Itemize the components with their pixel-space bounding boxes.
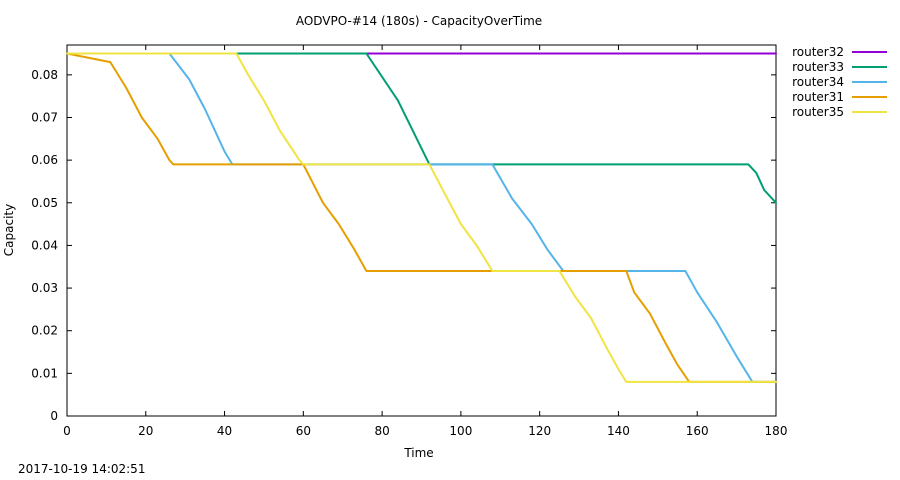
y-tick-label: 0.08 [31, 68, 58, 82]
plot-frame [66, 44, 777, 417]
series-line-router35 [66, 52, 777, 383]
x-tick-label: 40 [217, 424, 232, 438]
y-tick-label: 0.03 [31, 281, 58, 295]
x-tick-label: 100 [449, 424, 472, 438]
y-tick-label: 0.07 [31, 110, 58, 124]
y-tick-label: 0.02 [31, 324, 58, 338]
legend-label-router34: router34 [792, 75, 844, 89]
x-tick-label: 160 [686, 424, 709, 438]
x-tick-label: 20 [138, 424, 153, 438]
x-axis-label: Time [403, 446, 433, 460]
y-tick-label: 0.01 [31, 366, 58, 380]
x-tick-label: 80 [374, 424, 389, 438]
y-tick-label: 0.06 [31, 153, 58, 167]
series-lines [66, 52, 777, 383]
legend-label-router35: router35 [792, 105, 844, 119]
x-tick-label: 120 [528, 424, 551, 438]
y-tick-label: 0.05 [31, 196, 58, 210]
axes: 0 20 40 60 80 100 120 140 160 180 0 0.01 0.02 0.03 0.0… [31, 45, 787, 438]
x-tick-label: 0 [63, 424, 71, 438]
y-tick-label: 0 [50, 409, 58, 423]
x-tick-label: 60 [296, 424, 311, 438]
y-axis-label: Capacity [2, 204, 16, 256]
x-tick-label: 180 [765, 424, 788, 438]
series-line-router33 [66, 52, 777, 204]
series-line-router31 [66, 52, 777, 383]
legend-label-router32: router32 [792, 45, 844, 59]
x-tick-label: 140 [607, 424, 630, 438]
y-tick-label: 0.04 [31, 238, 58, 252]
series-line-router34 [66, 52, 777, 383]
legend-label-router33: router33 [792, 60, 844, 74]
legend-label-router31: router31 [792, 90, 844, 104]
timestamp: 2017-10-19 14:02:51 [18, 462, 146, 476]
chart-title: AODVPO-#14 (180s) - CapacityOverTime [296, 14, 542, 28]
